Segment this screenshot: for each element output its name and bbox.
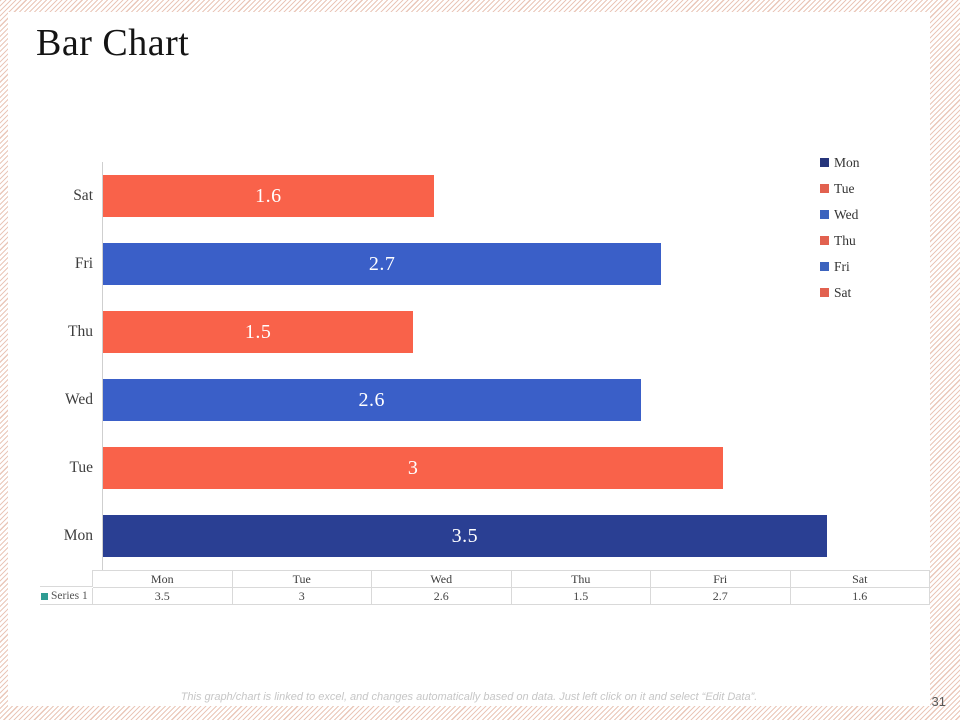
- bar-value-label: 2.7: [368, 252, 396, 275]
- legend-label: Fri: [834, 258, 850, 274]
- footer-note: This graph/chart is linked to excel, and…: [180, 691, 758, 703]
- table-header-cell: Sat: [790, 570, 930, 588]
- bar-row: Wed 2.6: [40, 366, 930, 434]
- bar-row: Thu 1.5: [40, 298, 930, 366]
- series-marker-icon: [41, 592, 48, 600]
- category-label: Mon: [63, 527, 93, 544]
- bar-tue[interactable]: 3: [103, 447, 724, 489]
- legend-label: Thu: [834, 232, 856, 248]
- plot-area: Sat 1.6 Fri 2.7 Thu 1.5 Wed 2.6 Tue 3 Mon 3.5: [40, 162, 930, 570]
- category-label: Sat: [73, 187, 93, 204]
- bar-track: 3.5: [102, 502, 930, 570]
- bar-thu[interactable]: 1.5: [103, 311, 414, 353]
- bar-track: 1.5: [102, 298, 930, 366]
- bar-value-label: 3.5: [451, 524, 479, 547]
- legend-label: Wed: [834, 206, 859, 222]
- slide-content: Bar Chart Sat 1.6 Fri 2.7 Thu 1.5 Wed 2.6 Tue 3 Mo…: [8, 12, 930, 706]
- bar-track: 2.7: [102, 230, 930, 298]
- table-value-cell: 3: [232, 588, 372, 605]
- legend-entry-mon[interactable]: Mon: [820, 154, 860, 171]
- legend-swatch-icon: [820, 158, 829, 167]
- legend-entry-thu[interactable]: Thu: [820, 232, 860, 249]
- category-label: Thu: [68, 323, 93, 340]
- legend-label: Mon: [834, 154, 860, 170]
- table-value-cell: 2.7: [651, 588, 791, 605]
- legend-entry-fri[interactable]: Fri: [820, 258, 860, 275]
- legend-entry-tue[interactable]: Tue: [820, 180, 860, 197]
- chart-data-table: Mon Tue Wed Thu Fri Sat Series 1 3.5 3 2.6 1.5 2.7 1…: [40, 570, 930, 605]
- bar-track: 2.6: [102, 366, 930, 434]
- table-header-cell: Wed: [372, 570, 512, 588]
- legend-entry-sat[interactable]: Sat: [820, 284, 860, 301]
- table-header-cell: Mon: [93, 570, 233, 588]
- legend-label: Sat: [834, 284, 852, 300]
- page-title: Bar Chart: [36, 22, 190, 64]
- page-number: 31: [931, 694, 946, 709]
- bar-row: Mon 3.5: [40, 502, 930, 570]
- table-corner-cell: [40, 570, 93, 587]
- legend-swatch-icon: [820, 210, 829, 219]
- chart-legend[interactable]: Mon Tue Wed Thu Fri Sat: [820, 154, 860, 310]
- bar-row: Tue 3: [40, 434, 930, 502]
- bar-fri[interactable]: 2.7: [103, 243, 662, 285]
- category-label: Fri: [74, 255, 93, 272]
- legend-swatch-icon: [820, 236, 829, 245]
- bar-value-label: 3: [407, 456, 419, 479]
- bar-track: 3: [102, 434, 930, 502]
- table-value-cell: 1.6: [790, 588, 930, 605]
- category-label: Wed: [64, 391, 93, 408]
- table-header-cell: Thu: [511, 570, 651, 588]
- table-header-cell: Tue: [232, 570, 372, 588]
- table-value-cell: 2.6: [372, 588, 512, 605]
- table-header-cell: Fri: [651, 570, 791, 588]
- legend-entry-wed[interactable]: Wed: [820, 206, 860, 223]
- table-value-cell: 1.5: [511, 588, 651, 605]
- bar-value-label: 2.6: [358, 388, 386, 411]
- bar-track: 1.6: [102, 162, 930, 230]
- series-name-label: Series 1: [51, 590, 88, 602]
- legend-swatch-icon: [820, 184, 829, 193]
- category-label: Tue: [69, 459, 93, 476]
- legend-swatch-icon: [820, 288, 829, 297]
- table-value-cell: 3.5: [93, 588, 233, 605]
- legend-label: Tue: [834, 180, 855, 196]
- bar-mon[interactable]: 3.5: [103, 515, 827, 557]
- bar-wed[interactable]: 2.6: [103, 379, 641, 421]
- bar-value-label: 1.5: [244, 320, 272, 343]
- legend-swatch-icon: [820, 262, 829, 271]
- bar-sat[interactable]: 1.6: [103, 175, 434, 217]
- bar-row: Sat 1.6: [40, 162, 930, 230]
- table-series-cell: Series 1: [40, 588, 93, 605]
- bar-row: Fri 2.7: [40, 230, 930, 298]
- bar-value-label: 1.6: [255, 184, 282, 207]
